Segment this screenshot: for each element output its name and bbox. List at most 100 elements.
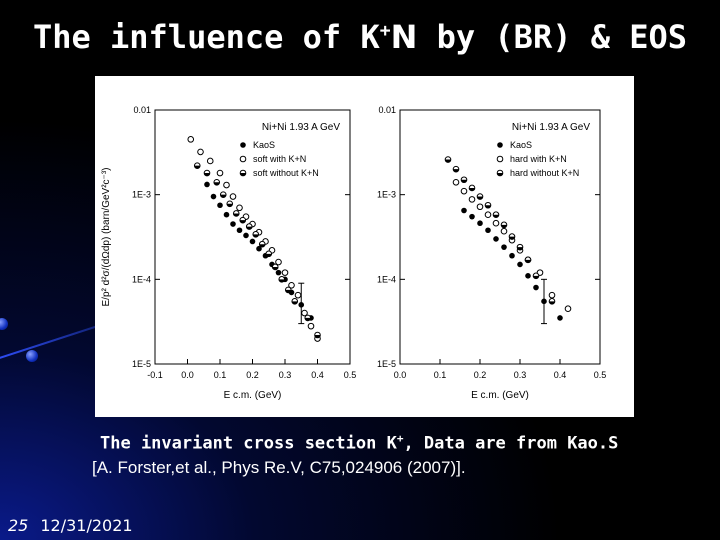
data-point xyxy=(217,202,223,209)
y-tick-label: 1E-4 xyxy=(377,274,396,284)
data-point xyxy=(236,204,243,212)
data-point xyxy=(517,247,523,250)
plot-title: Ni+Ni 1.93 A GeV xyxy=(262,122,340,133)
data-point xyxy=(246,226,253,230)
decorative-bullet xyxy=(0,318,8,330)
slide-title: The influence of K+N by (BR) & EOS xyxy=(32,18,688,56)
x-axis-label: E c.m. (GeV) xyxy=(224,390,282,401)
slide-footer: 25 12/31/2021 xyxy=(8,516,133,535)
legend-marker xyxy=(240,142,246,148)
y-axis-label: E/p² d²σ/(dΩdp) (barn/GeV²c⁻³) xyxy=(101,168,112,307)
data-point xyxy=(485,205,491,209)
data-point xyxy=(265,253,272,257)
data-point xyxy=(484,211,492,218)
data-point xyxy=(285,289,292,293)
legend-marker xyxy=(497,142,503,148)
legend-entry: hard with K+N xyxy=(510,154,567,164)
y-tick-label: 1E-5 xyxy=(132,359,151,369)
data-point xyxy=(206,157,214,165)
y-tick-label: 1E-3 xyxy=(377,190,396,200)
x-tick-label: 0.3 xyxy=(514,370,527,380)
data-point xyxy=(548,291,556,299)
legend-entry: KaoS xyxy=(253,140,275,150)
data-point xyxy=(275,269,282,276)
legend-marker xyxy=(240,173,246,176)
data-point xyxy=(281,269,289,276)
x-tick-label: 0.1 xyxy=(214,370,227,380)
data-point xyxy=(492,219,500,227)
data-point xyxy=(533,275,539,279)
data-point xyxy=(223,181,230,189)
data-point xyxy=(197,148,204,156)
slide-number: 25 xyxy=(8,516,29,535)
data-point xyxy=(288,282,295,289)
data-point xyxy=(501,224,507,228)
data-point xyxy=(477,196,483,200)
x-tick-label: 0.4 xyxy=(554,370,567,380)
y-tick-label: 0.01 xyxy=(378,105,396,115)
x-tick-label: 0.5 xyxy=(344,370,357,380)
data-point xyxy=(517,261,523,268)
x-tick-label: 0.1 xyxy=(434,370,447,380)
data-point xyxy=(226,203,233,207)
plot-title: Ni+Ni 1.93 A GeV xyxy=(512,122,590,133)
y-tick-label: 0.01 xyxy=(133,105,151,115)
data-point xyxy=(452,178,460,186)
slide-date: 12/31/2021 xyxy=(40,516,133,535)
x-tick-label: 0.3 xyxy=(279,370,292,380)
legend-entry: hard without K+N xyxy=(510,168,579,178)
data-point xyxy=(461,179,467,183)
legend-entry: soft with K+N xyxy=(253,154,306,164)
data-point xyxy=(278,279,285,283)
plot-frame xyxy=(399,109,601,365)
x-axis-label: E c.m. (GeV) xyxy=(471,390,529,401)
data-point xyxy=(549,301,555,305)
data-point xyxy=(239,220,246,223)
data-point xyxy=(468,196,476,203)
data-point xyxy=(493,236,499,242)
data-point xyxy=(236,227,243,234)
legend-entry: KaoS xyxy=(510,140,532,150)
x-tick-label: 0.2 xyxy=(474,370,487,380)
data-point xyxy=(445,159,451,163)
y-tick-label: 1E-3 xyxy=(132,190,151,200)
data-point xyxy=(460,187,468,195)
decorative-line xyxy=(0,322,105,362)
data-point xyxy=(476,203,484,211)
data-point xyxy=(453,169,459,172)
data-point xyxy=(230,221,236,227)
data-point xyxy=(275,258,282,266)
data-point xyxy=(220,194,227,198)
data-point xyxy=(500,227,508,235)
data-point xyxy=(259,244,266,247)
data-point xyxy=(533,284,539,291)
data-point xyxy=(469,213,475,220)
data-point xyxy=(252,234,259,238)
data-point xyxy=(233,213,240,217)
figure-panel: 1E-5 1E-4 1E-3 0.01 -0.1 0.0 0.1 0.2 0.3 0.4 0.5 E … xyxy=(95,76,634,417)
x-tick-label: 0.0 xyxy=(181,370,194,380)
data-point xyxy=(272,266,279,270)
data-point xyxy=(509,252,515,259)
data-point xyxy=(229,193,237,200)
data-point xyxy=(307,322,315,330)
y-tick-label: 1E-4 xyxy=(132,274,151,284)
data-point xyxy=(216,169,224,177)
figure-caption: The invariant cross section K+, Data are… xyxy=(100,432,619,454)
legend-entry: soft without K+N xyxy=(253,168,319,178)
chart-figure: 1E-5 1E-4 1E-3 0.01 -0.1 0.0 0.1 0.2 0.3 0.4 0.5 E … xyxy=(101,105,607,401)
data-point xyxy=(210,193,217,200)
data-point xyxy=(243,232,249,239)
data-point xyxy=(314,335,321,338)
data-point xyxy=(485,227,491,234)
data-point xyxy=(291,301,298,305)
data-point xyxy=(493,214,499,218)
data-point xyxy=(501,244,507,250)
data-point xyxy=(223,211,230,218)
decorative-bullet xyxy=(26,350,38,362)
data-point xyxy=(477,220,483,227)
data-point xyxy=(461,207,467,214)
citation: [A. Forster,et al., Phys Re.V, C75,02490… xyxy=(92,458,466,477)
x-tick-label: 0.5 xyxy=(594,370,607,380)
data-point xyxy=(469,187,475,191)
